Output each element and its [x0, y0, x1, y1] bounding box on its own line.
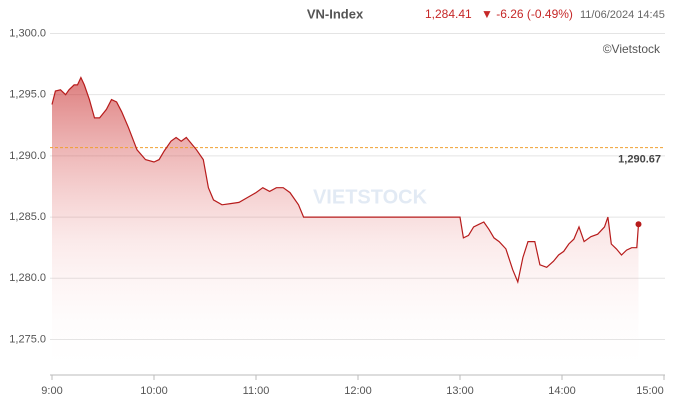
y-tick-label: 1,295.0 — [9, 89, 46, 101]
price: 1,284.41 — [425, 7, 472, 21]
credit: ©Vietstock — [603, 42, 661, 56]
x-tick-label: 13:00 — [446, 385, 474, 397]
area — [52, 77, 639, 375]
reference-label: 1,290.67 — [618, 154, 661, 166]
x-tick-label: 11:00 — [243, 385, 270, 397]
y-tick-label: 1,285.0 — [9, 211, 46, 223]
y-tick-label: 1,275.0 — [9, 333, 46, 345]
x-tick-label: 9:00 — [41, 385, 62, 397]
y-tick-label: 1,290.0 — [9, 150, 46, 162]
line — [51, 76, 640, 285]
date: 11/06/2024 14:45 — [580, 9, 665, 21]
watermark: VIETSTOCK — [313, 186, 428, 208]
chart-title: VN-Index — [307, 6, 364, 21]
x-tick-label: 10:00 — [140, 385, 168, 397]
change: ▼ -6.26 (-0.49%) — [481, 7, 573, 21]
last-point — [635, 221, 642, 228]
x-tick-label: 12:00 — [344, 385, 372, 397]
y-tick-label: 1,300.0 — [9, 27, 46, 39]
y-tick-label: 1,280.0 — [9, 272, 46, 284]
x-tick-label: 14:00 — [548, 385, 576, 397]
x-tick-label: 15:00 — [636, 385, 664, 397]
